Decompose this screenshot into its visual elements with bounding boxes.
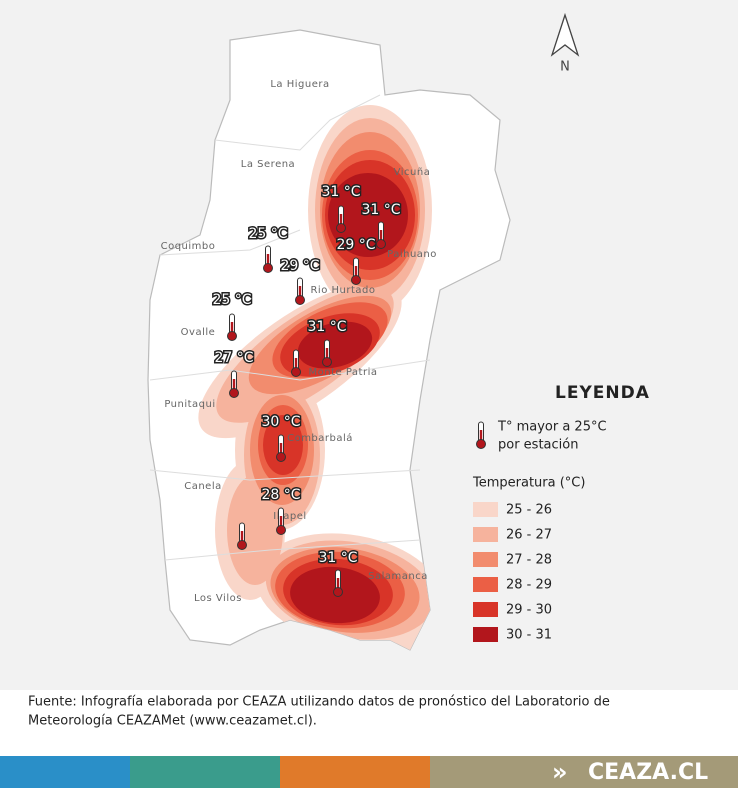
legend-label: 25 - 26: [506, 503, 552, 518]
legend-scale-title: Temperatura (°C): [472, 476, 585, 491]
place-label: La Serena: [241, 159, 295, 170]
station-label: 28 °C: [261, 487, 300, 503]
place-label: Rio Hurtado: [310, 285, 375, 296]
legend-swatch: [473, 527, 498, 542]
compass-label: N: [560, 60, 570, 75]
place-label: Combarbalá: [287, 432, 353, 444]
thermometer-bulb: [276, 452, 286, 462]
thermometer-fill: [279, 516, 283, 528]
legend-title: LEYENDA: [555, 383, 650, 403]
legend-swatch: [473, 627, 498, 642]
legend-swatch: [473, 602, 498, 617]
brand-bar: » CEAZA.CL: [0, 756, 738, 788]
legend-label: 30 - 31: [506, 628, 552, 643]
place-label: Punitaqui: [164, 399, 215, 410]
legend-icon-text: T° mayor a 25°C: [497, 420, 607, 435]
station-label: 25 °C: [212, 292, 251, 308]
thermometer-fill: [240, 531, 244, 543]
place-label: Los Vilos: [194, 593, 242, 604]
place-label: Ovalle: [181, 327, 216, 338]
station-label: 31 °C: [318, 550, 357, 566]
legend-label: 27 - 28: [506, 553, 552, 568]
thermometer-bulb: [237, 540, 247, 550]
place-label: Paihuano: [387, 249, 437, 260]
place-label: Illapel: [273, 511, 306, 522]
place-label: Canela: [184, 481, 222, 492]
heat-zone: [227, 475, 283, 585]
heat-zone: [297, 321, 373, 369]
thermometer-fill: [279, 443, 283, 455]
thermometer-fill: [266, 254, 270, 266]
thermometer-bulb: [291, 367, 301, 377]
thermometer-bulb: [476, 439, 486, 449]
thermometer-bulb: [276, 525, 286, 535]
place-label: Monte Patria: [309, 367, 378, 378]
thermometer-bulb: [263, 263, 273, 273]
compass: N: [550, 12, 580, 75]
legend-icon-text: por estación: [498, 438, 578, 453]
thermometer-bulb: [336, 223, 346, 233]
place-label: Vicuña: [394, 167, 431, 178]
place-label: Coquimbo: [161, 241, 216, 252]
place-label: Salamanca: [368, 571, 428, 582]
thermometer-fill: [379, 230, 383, 242]
thermometer-fill: [232, 379, 236, 391]
thermometer-bulb: [351, 275, 361, 285]
thermometer-bulb: [295, 295, 305, 305]
stations: 31 °C31 °C29 °C25 °C29 °C25 °C31 °C27 °C…: [211, 183, 402, 597]
legend-swatch: [473, 552, 498, 567]
footer-text: Fuente: Infografía elaborada por CEAZA u…: [28, 695, 610, 710]
station-label: 30 °C: [261, 414, 300, 430]
heat-zone: [328, 173, 408, 257]
thermometer-bulb: [333, 587, 343, 597]
thermometer-fill: [339, 214, 343, 226]
station-label: 31 °C: [307, 319, 346, 335]
station-label: 29 °C: [336, 237, 375, 253]
brand-arrow: »: [552, 758, 568, 786]
place-label: La Higuera: [270, 79, 329, 90]
station-label: 27 °C: [214, 350, 253, 366]
station-label: 29 °C: [280, 258, 319, 274]
station-label: 31 °C: [321, 184, 360, 200]
legend-label: 29 - 30: [506, 603, 552, 618]
legend-swatch: [473, 577, 498, 592]
thermometer-fill: [325, 348, 329, 360]
thermometer-bulb: [227, 331, 237, 341]
thermometer-bulb: [322, 357, 332, 367]
thermometer-fill: [294, 358, 298, 370]
brand-name: CEAZA.CL: [588, 760, 708, 785]
station-label: 31 °C: [361, 202, 400, 218]
footer-text: Meteorología CEAZAMet (www.ceazamet.cl).: [28, 714, 317, 729]
thermometer-fill: [336, 578, 340, 590]
borders: [149, 94, 431, 561]
thermometer-fill: [354, 266, 358, 278]
thermometer-bulb: [376, 239, 386, 249]
thermometer-fill: [479, 430, 483, 442]
legend-label: 26 - 27: [506, 528, 552, 543]
thermometer-fill: [230, 322, 234, 334]
legend-label: 28 - 29: [506, 578, 552, 593]
thermometer-fill: [298, 286, 302, 298]
station-label: 25 °C: [248, 226, 287, 242]
legend-swatch: [473, 502, 498, 517]
thermometer-bulb: [229, 388, 239, 398]
